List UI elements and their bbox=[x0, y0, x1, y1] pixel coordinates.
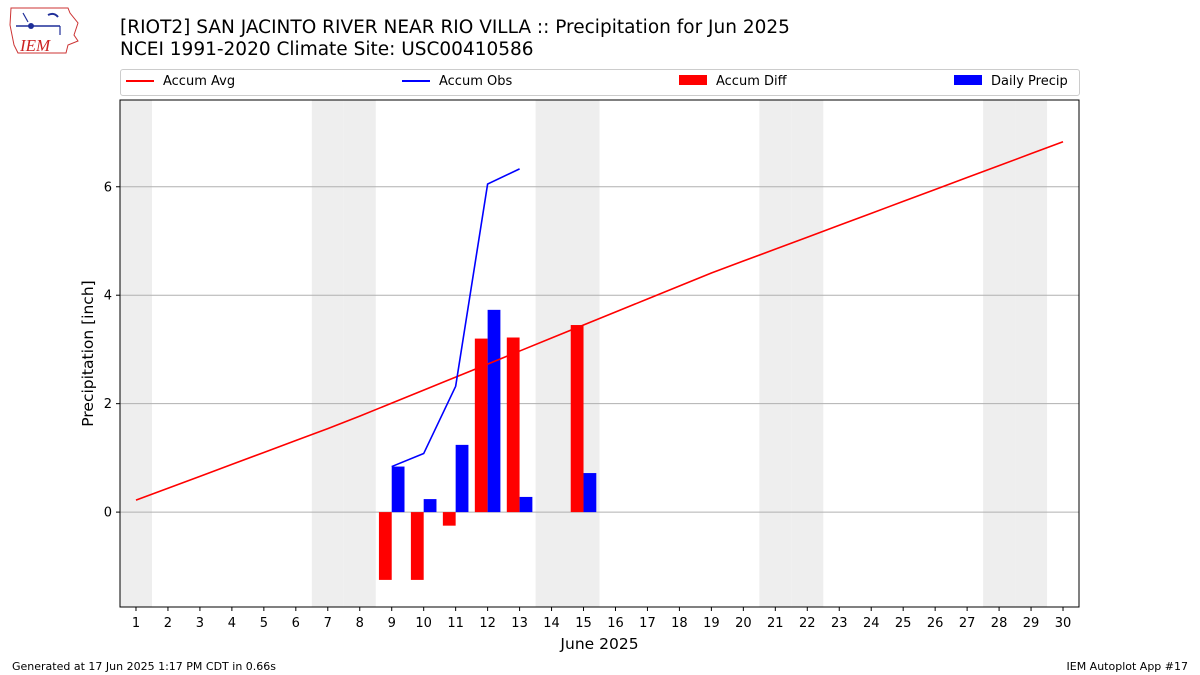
plot-frame bbox=[119, 99, 1080, 608]
y-tick-label-6: 6 bbox=[104, 180, 112, 195]
chart-subtitle: NCEI 1991-2020 Climate Site: USC00410586 bbox=[120, 39, 534, 60]
legend-item-accum-obs: Accum Obs bbox=[402, 74, 512, 91]
bar-daily-precip-day-9 bbox=[391, 466, 405, 513]
bar-daily-precip-day-13 bbox=[519, 496, 533, 513]
weekend-shade-29 bbox=[1015, 100, 1048, 607]
weekend-shade-7 bbox=[311, 100, 344, 607]
iem-logo: IEM bbox=[8, 5, 82, 61]
bar-daily-precip-day-11 bbox=[455, 444, 469, 513]
x-tick-label-23: 23 bbox=[831, 616, 848, 631]
x-axis-label: June 2025 bbox=[559, 635, 638, 653]
y-tick-label-0: 0 bbox=[104, 506, 112, 521]
legend-label-daily-precip: Daily Precip bbox=[991, 74, 1068, 89]
y-tick-label-2: 2 bbox=[104, 397, 112, 412]
x-tick-label-30: 30 bbox=[1055, 616, 1072, 631]
legend-label-accum-diff: Accum Diff bbox=[716, 74, 787, 89]
y-tick-label-4: 4 bbox=[104, 289, 112, 304]
bar-accum-diff-day-15 bbox=[570, 325, 584, 513]
bar-accum-diff-day-9 bbox=[378, 512, 392, 580]
bar-accum-diff-day-10 bbox=[410, 512, 424, 580]
weekend-shade-21 bbox=[759, 100, 792, 607]
x-tick-label-12: 12 bbox=[479, 616, 496, 631]
weekend-shade-14 bbox=[535, 100, 568, 607]
y-axis-label: Precipitation [inch] bbox=[79, 280, 97, 426]
x-tick-label-28: 28 bbox=[991, 616, 1008, 631]
x-tick-label-8: 8 bbox=[356, 616, 364, 631]
x-tick-label-2: 2 bbox=[164, 616, 172, 631]
x-tick-label-10: 10 bbox=[415, 616, 432, 631]
bar-accum-diff-day-12 bbox=[474, 338, 488, 513]
x-tick-label-7: 7 bbox=[324, 616, 332, 631]
x-tick-label-29: 29 bbox=[1023, 616, 1040, 631]
legend-item-accum-avg: Accum Avg bbox=[126, 74, 235, 91]
x-tick-label-4: 4 bbox=[228, 616, 236, 631]
x-tick-label-22: 22 bbox=[799, 616, 816, 631]
x-tick-label-6: 6 bbox=[292, 616, 300, 631]
weekend-shade-22 bbox=[791, 100, 824, 607]
x-tick-label-21: 21 bbox=[767, 616, 784, 631]
x-tick-label-5: 5 bbox=[260, 616, 268, 631]
bar-daily-precip-day-10 bbox=[423, 499, 437, 513]
legend-item-daily-precip: Daily Precip bbox=[954, 74, 1068, 91]
legend-swatch-accum-avg bbox=[126, 79, 154, 82]
x-tick-label-18: 18 bbox=[671, 616, 688, 631]
x-tick-label-1: 1 bbox=[132, 616, 140, 631]
legend-label-accum-avg: Accum Avg bbox=[163, 74, 236, 89]
x-tick-label-16: 16 bbox=[607, 616, 624, 631]
generated-timestamp: Generated at 17 Jun 2025 1:17 PM CDT in … bbox=[12, 660, 277, 673]
x-tick-label-15: 15 bbox=[575, 616, 592, 631]
bar-accum-diff-day-13 bbox=[506, 337, 520, 513]
x-tick-label-3: 3 bbox=[196, 616, 204, 631]
line-accum-obs bbox=[391, 168, 520, 468]
x-tick-label-13: 13 bbox=[511, 616, 528, 631]
bar-daily-precip-day-12 bbox=[487, 309, 501, 513]
x-tick-label-17: 17 bbox=[639, 616, 656, 631]
line-accum-avg bbox=[135, 141, 1064, 501]
x-tick-label-14: 14 bbox=[543, 616, 560, 631]
legend: Accum Avg Accum Obs Accum Diff Daily Pre… bbox=[120, 69, 1080, 96]
x-tick-label-9: 9 bbox=[388, 616, 396, 631]
app-credit: IEM Autoplot App #17 bbox=[1066, 660, 1189, 673]
x-tick-label-26: 26 bbox=[927, 616, 944, 631]
x-tick-label-25: 25 bbox=[895, 616, 912, 631]
bar-daily-precip-day-15 bbox=[583, 473, 597, 513]
x-tick-label-20: 20 bbox=[735, 616, 752, 631]
x-tick-label-19: 19 bbox=[703, 616, 720, 631]
weekend-shade-28 bbox=[983, 100, 1016, 607]
x-tick-label-27: 27 bbox=[959, 616, 976, 631]
weekend-shade-1 bbox=[120, 100, 152, 607]
bar-accum-diff-day-11 bbox=[442, 512, 456, 526]
legend-swatch-accum-obs bbox=[402, 79, 430, 82]
legend-item-accum-diff: Accum Diff bbox=[679, 74, 787, 91]
legend-swatch-daily-precip bbox=[954, 75, 982, 85]
x-tick-label-24: 24 bbox=[863, 616, 880, 631]
chart-title: [RIOT2] SAN JACINTO RIVER NEAR RIO VILLA… bbox=[120, 17, 790, 38]
x-tick-label-11: 11 bbox=[447, 616, 464, 631]
legend-swatch-accum-diff bbox=[679, 75, 707, 85]
legend-label-accum-obs: Accum Obs bbox=[439, 74, 513, 89]
logo-text: IEM bbox=[19, 36, 51, 55]
weekend-shade-8 bbox=[343, 100, 376, 607]
